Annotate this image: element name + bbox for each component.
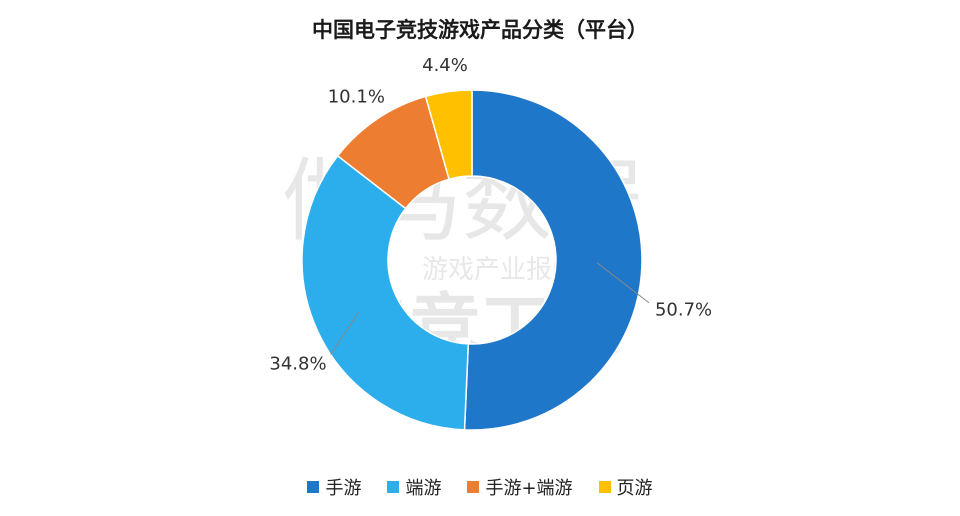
data-label-pc: 34.8% [269,354,326,375]
data-label-mobile: 50.7% [655,300,712,321]
donut-slices [301,89,643,431]
legend-label-web: 页游 [616,478,653,499]
watermark-subtitle: 游戏产业报告 [422,255,578,285]
leader-line-mobile [596,262,650,304]
slice-mobile [463,89,643,431]
legend-swatch-pc [387,481,400,493]
leader-line-pc [330,312,359,355]
data-label-mobile-pc: 10.1% [328,87,385,108]
data-label-web: 4.4% [422,55,468,76]
legend-item-mobile: 手游 [307,474,361,500]
legend-item-web: 页游 [598,474,653,500]
slice-web [424,89,473,181]
legend-label-mobile: 手游 [325,478,362,499]
legend: 手游 端游 手游+端游 页游 [0,474,960,500]
legend-label-mobile-pc: 手游+端游 [485,478,573,499]
legend-swatch-web [598,481,611,493]
leader-lines [330,262,650,355]
chart-title: 中国电子竞技游戏产品分类（平台） [312,18,648,42]
legend-item-mobile-pc: 手游+端游 [467,474,573,500]
legend-swatch-mobile-pc [467,481,480,493]
slice-pc [301,154,470,431]
legend-item-pc: 端游 [387,474,441,500]
legend-label-pc: 端游 [405,478,442,499]
data-labels: 50.7% 34.8% 10.1% 4.4% [269,55,712,375]
legend-swatch-mobile [307,481,320,493]
